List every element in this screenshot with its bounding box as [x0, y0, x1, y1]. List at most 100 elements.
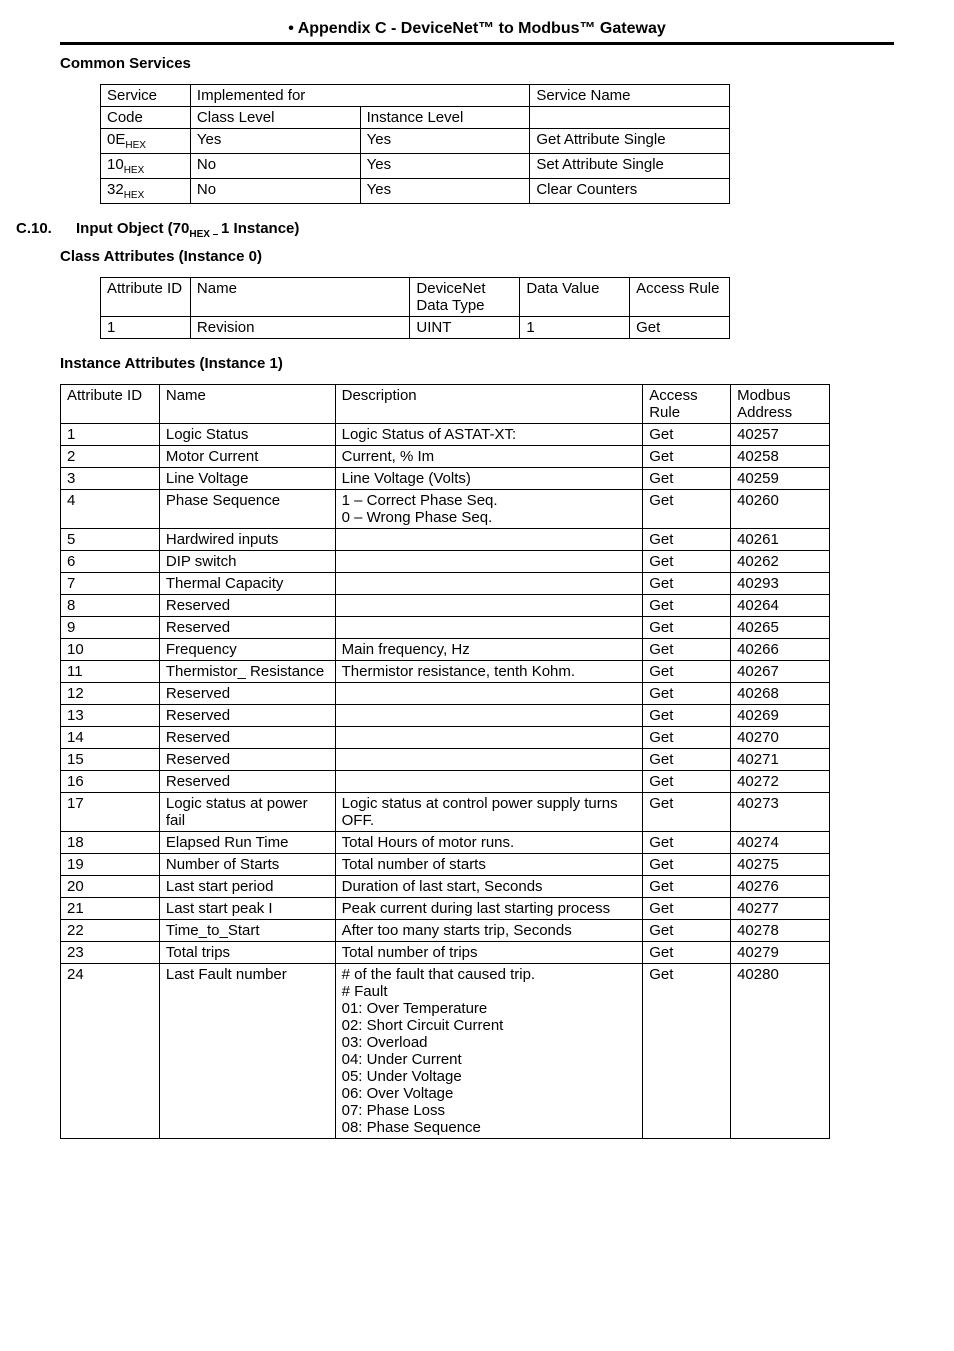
- table-row: 4Phase Sequence1 – Correct Phase Seq. 0 …: [61, 490, 830, 529]
- cell: Reserved: [159, 727, 335, 749]
- cell: Get: [643, 617, 731, 639]
- table-row: 1Logic StatusLogic Status of ASTAT-XT:Ge…: [61, 424, 830, 446]
- cell: 40275: [731, 854, 830, 876]
- cell: Thermal Capacity: [159, 573, 335, 595]
- cell: Get: [643, 468, 731, 490]
- cell: 40262: [731, 551, 830, 573]
- table-row: 12ReservedGet40268: [61, 683, 830, 705]
- cell: Reserved: [159, 683, 335, 705]
- cell: 8: [61, 595, 160, 617]
- cell: Reserved: [159, 595, 335, 617]
- cell: Instance Level: [360, 107, 530, 129]
- cell: Hardwired inputs: [159, 529, 335, 551]
- cell: Yes: [360, 154, 530, 179]
- table-row: 21Last start peak IPeak current during l…: [61, 898, 830, 920]
- common-services-heading: Common Services: [60, 55, 894, 72]
- cell: 40257: [731, 424, 830, 446]
- cell: 9: [61, 617, 160, 639]
- cell: 40271: [731, 749, 830, 771]
- cell: 21: [61, 898, 160, 920]
- cell: 3: [61, 468, 160, 490]
- cell: 24: [61, 964, 160, 1139]
- table-row: 13ReservedGet40269: [61, 705, 830, 727]
- cell: 12: [61, 683, 160, 705]
- table-row: 8ReservedGet40264: [61, 595, 830, 617]
- table-row: 19Number of StartsTotal number of starts…: [61, 854, 830, 876]
- cell: 40276: [731, 876, 830, 898]
- cell: Get: [643, 529, 731, 551]
- cell: 17: [61, 793, 160, 832]
- table-row: 23Total tripsTotal number of tripsGet402…: [61, 942, 830, 964]
- cell: Access Rule: [643, 385, 731, 424]
- table-row: 17Logic status at power failLogic status…: [61, 793, 830, 832]
- table-row: 14ReservedGet40270: [61, 727, 830, 749]
- cell: Get: [643, 683, 731, 705]
- cell: Reserved: [159, 771, 335, 793]
- cell: 10: [61, 639, 160, 661]
- cell: Current, % Im: [335, 446, 643, 468]
- cell: Service Name: [530, 85, 730, 107]
- cell: 16: [61, 771, 160, 793]
- cell: 40293: [731, 573, 830, 595]
- cell: # of the fault that caused trip. # Fault…: [335, 964, 643, 1139]
- cell: Get: [643, 661, 731, 683]
- table-row: 1 Revision UINT 1 Get: [101, 317, 730, 339]
- cell: Clear Counters: [530, 179, 730, 204]
- cell: No: [190, 154, 360, 179]
- table-row: 6DIP switchGet40262: [61, 551, 830, 573]
- table-row: 32HEX No Yes Clear Counters: [101, 179, 730, 204]
- cell: 40259: [731, 468, 830, 490]
- cell: Attribute ID: [101, 278, 191, 317]
- table-row: 22Time_to_StartAfter too many starts tri…: [61, 920, 830, 942]
- cell: 40266: [731, 639, 830, 661]
- cell: 1: [520, 317, 630, 339]
- cell: DeviceNet Data Type: [410, 278, 520, 317]
- cell: Yes: [360, 179, 530, 204]
- cell: Line Voltage: [159, 468, 335, 490]
- cell: 40280: [731, 964, 830, 1139]
- cell: Reserved: [159, 617, 335, 639]
- cell: Logic Status of ASTAT-XT:: [335, 424, 643, 446]
- cell: Elapsed Run Time: [159, 832, 335, 854]
- cell: Frequency: [159, 639, 335, 661]
- cell: Duration of last start, Seconds: [335, 876, 643, 898]
- cell: Set Attribute Single: [530, 154, 730, 179]
- cell: 32HEX: [101, 179, 191, 204]
- cell: 6: [61, 551, 160, 573]
- cell: 14: [61, 727, 160, 749]
- cell: Code: [101, 107, 191, 129]
- cell: 40269: [731, 705, 830, 727]
- cell: Service: [101, 85, 191, 107]
- cell: Last start period: [159, 876, 335, 898]
- cell: [335, 727, 643, 749]
- cell: 40260: [731, 490, 830, 529]
- cell: 40267: [731, 661, 830, 683]
- cell: 2: [61, 446, 160, 468]
- cell: Time_to_Start: [159, 920, 335, 942]
- cell: Get Attribute Single: [530, 129, 730, 154]
- cell: Description: [335, 385, 643, 424]
- cell: Get: [643, 771, 731, 793]
- cell: 19: [61, 854, 160, 876]
- cell: Thermistor_ Resistance: [159, 661, 335, 683]
- cell: 1 – Correct Phase Seq. 0 – Wrong Phase S…: [335, 490, 643, 529]
- cell: Revision: [190, 317, 409, 339]
- cell: 13: [61, 705, 160, 727]
- cell: 40273: [731, 793, 830, 832]
- cell: Main frequency, Hz: [335, 639, 643, 661]
- table-row: 7Thermal CapacityGet40293: [61, 573, 830, 595]
- cell: Phase Sequence: [159, 490, 335, 529]
- cell: No: [190, 179, 360, 204]
- table-row: 2Motor CurrentCurrent, % ImGet40258: [61, 446, 830, 468]
- cell: Get: [643, 551, 731, 573]
- cell: Line Voltage (Volts): [335, 468, 643, 490]
- cell: Last start peak I: [159, 898, 335, 920]
- cell: Attribute ID: [61, 385, 160, 424]
- cell: 40278: [731, 920, 830, 942]
- cell: 10HEX: [101, 154, 191, 179]
- common-services-table: Service Implemented for Service Name Cod…: [100, 84, 730, 204]
- cell: [335, 595, 643, 617]
- cell: Modbus Address: [731, 385, 830, 424]
- cell: 20: [61, 876, 160, 898]
- c10-heading-text: Input Object (70HEX – 1 Instance): [76, 220, 299, 240]
